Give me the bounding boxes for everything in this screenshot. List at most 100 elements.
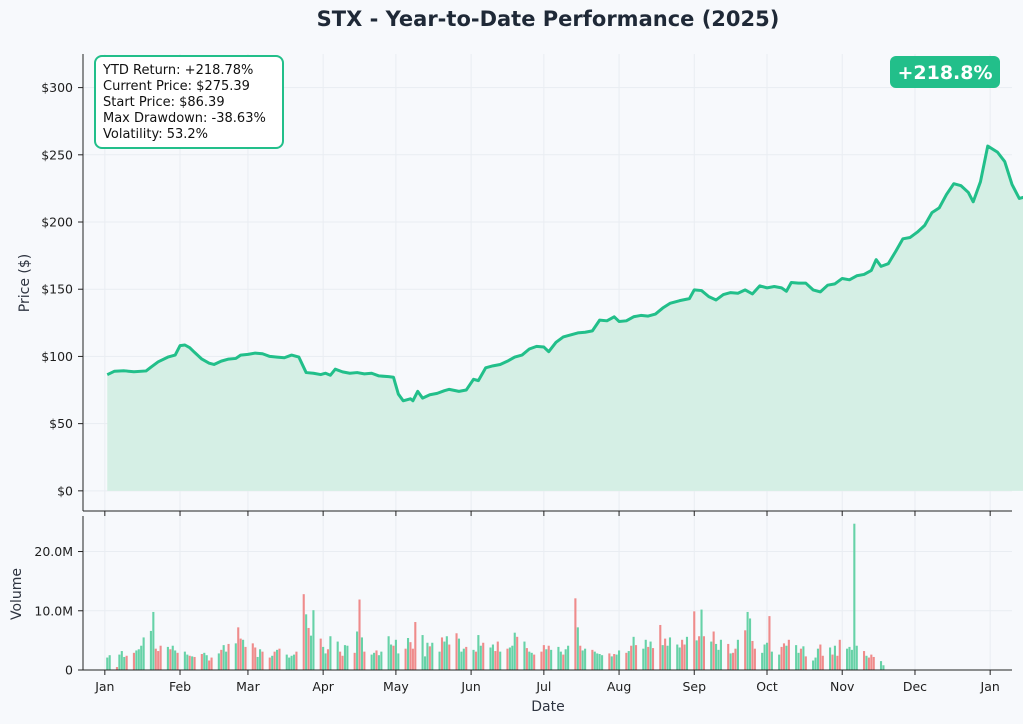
volume-bar <box>227 643 230 670</box>
volume-bar <box>685 636 689 670</box>
volume-bar <box>455 633 458 670</box>
volume-bar <box>695 640 698 670</box>
volume-bar <box>343 645 347 670</box>
volume-bar <box>341 655 344 670</box>
volume-bar <box>567 645 570 670</box>
volume-bar <box>411 648 414 670</box>
volume-bar <box>336 641 339 670</box>
x-tick-label: Apr <box>312 679 334 694</box>
volume-bar <box>477 635 480 670</box>
volume-bar <box>380 651 383 670</box>
volume-bar <box>753 648 756 670</box>
volume-bar <box>719 639 722 670</box>
volume-bar <box>169 649 172 670</box>
volume-bars <box>106 523 885 670</box>
volume-bar <box>324 653 327 670</box>
price-x-ticks <box>104 511 991 516</box>
badge-background <box>890 56 1000 88</box>
volume-bar <box>409 642 412 670</box>
volume-bar <box>154 648 157 670</box>
volume-bar <box>632 636 635 670</box>
volume-bar <box>700 609 703 670</box>
volume-bar <box>787 639 790 670</box>
volume-bar <box>715 643 718 670</box>
volume-bar <box>375 650 378 670</box>
x-tick-label: Feb <box>169 679 191 694</box>
ytd-return-badge: +218.8% <box>890 56 1000 88</box>
volume-bar <box>579 645 582 670</box>
price-y-tick-label: $250 <box>41 147 73 162</box>
volume-bar <box>152 611 155 670</box>
volume-bar <box>668 637 672 670</box>
volume-bar <box>613 654 616 670</box>
volume-bar <box>276 649 279 670</box>
volume-bar <box>821 655 824 670</box>
volume-bar <box>506 648 509 670</box>
volume-bar <box>564 649 567 670</box>
volume-bar <box>242 639 245 670</box>
volume-bar <box>785 645 788 670</box>
volume-bar <box>812 660 815 670</box>
stats-volatility: Volatility: 53.2% <box>103 127 208 142</box>
volume-bar <box>462 648 465 670</box>
volume-bar <box>307 627 310 670</box>
volume-bar <box>576 627 579 670</box>
volume-bar <box>115 667 119 670</box>
badge-label: +218.8% <box>897 62 992 84</box>
volume-bar <box>292 654 296 670</box>
volume-bar <box>751 640 754 670</box>
volume-bar <box>346 645 349 670</box>
volume-bar <box>870 654 873 670</box>
volume-bar <box>465 646 468 670</box>
price-y-tick-label: $150 <box>41 282 73 297</box>
volume-bar <box>397 653 400 670</box>
volume-bar <box>814 657 817 670</box>
volume-bar <box>312 610 315 670</box>
volume-bar <box>285 654 288 670</box>
volume-bar <box>394 639 397 670</box>
volume-bar <box>273 651 276 670</box>
volume-bar <box>664 638 667 670</box>
volume-bar <box>142 637 145 670</box>
x-tick-label: Aug <box>607 679 631 694</box>
volume-bar <box>647 646 650 670</box>
volume-bar <box>135 650 138 670</box>
volume-bar <box>414 622 417 670</box>
volume-bar <box>574 598 577 670</box>
volume-bar <box>443 641 446 670</box>
volume-bar <box>634 645 638 670</box>
volume-bar <box>125 655 128 670</box>
volume-bar <box>698 636 701 670</box>
x-tick-label: Jan <box>94 679 114 694</box>
volume-bar <box>123 656 126 670</box>
volume-bar <box>879 661 883 670</box>
volume-y-ticks: 0 10.0M 20.0M <box>34 544 83 678</box>
volume-bar <box>676 644 679 670</box>
volume-bar <box>765 642 769 670</box>
volume-bar <box>254 647 257 670</box>
volume-bar <box>482 642 485 670</box>
volume-bar <box>702 636 705 670</box>
volume-bar <box>872 656 875 670</box>
volume-bar <box>795 645 798 670</box>
volume-y-tick-label: 20.0M <box>34 544 73 559</box>
volume-bar <box>191 656 194 670</box>
price-y-ticks: $0 $50 $100 $150 $200 $250 $300 <box>41 80 83 498</box>
volume-bar <box>358 599 361 670</box>
volume-bar <box>491 644 494 670</box>
volume-bar <box>661 645 664 670</box>
volume-bar <box>326 649 330 670</box>
volume-bar <box>460 651 463 670</box>
stats-max-drawdown: Max Drawdown: -38.63% <box>103 111 266 126</box>
volume-bar <box>746 611 749 670</box>
volume-bar <box>584 648 587 670</box>
volume-bar <box>205 655 208 670</box>
volume-bar <box>615 654 618 670</box>
volume-bar <box>474 651 477 670</box>
volume-bar <box>268 657 271 670</box>
volume-bar <box>479 645 482 670</box>
volume-bar <box>642 648 645 670</box>
volume-bar <box>288 657 291 670</box>
volume-bar <box>118 654 121 670</box>
volume-bar <box>353 652 356 670</box>
